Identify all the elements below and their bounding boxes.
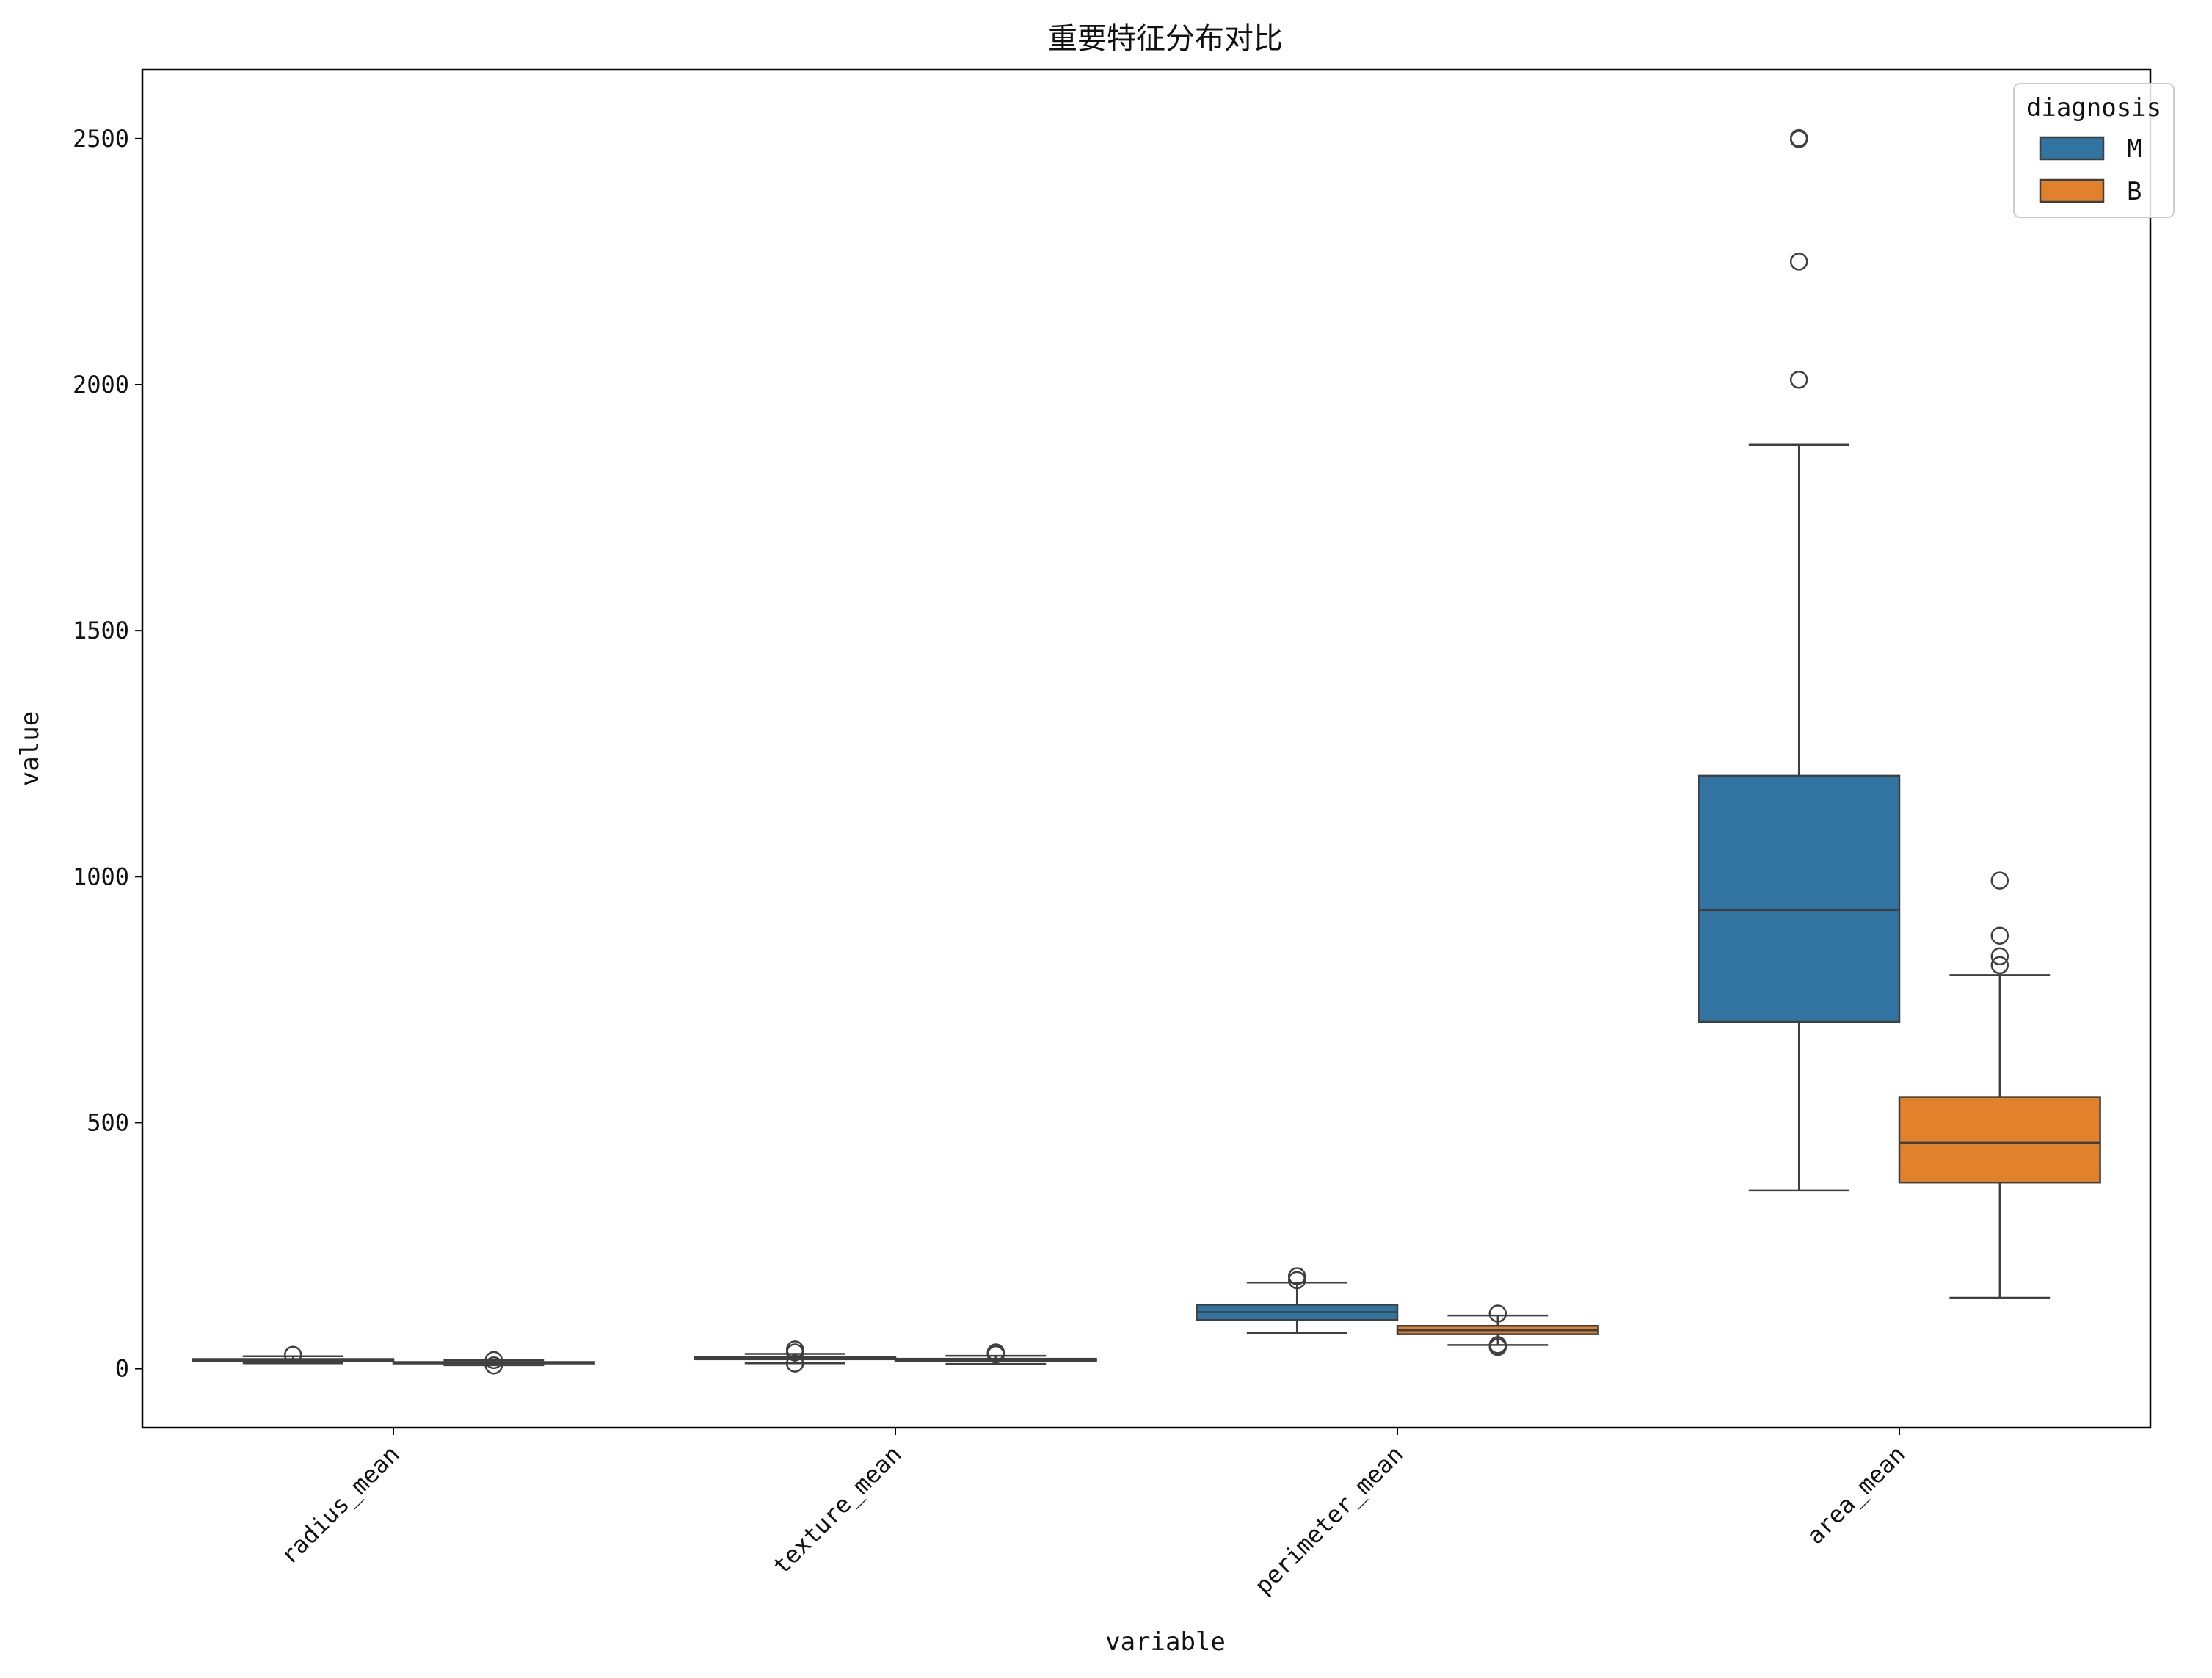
outlier-point — [986, 1343, 1005, 1362]
outlier-point — [1488, 1336, 1507, 1354]
outlier-point — [484, 1356, 503, 1375]
outlier-point — [484, 1351, 503, 1370]
y-tick-label: 1500 — [73, 617, 129, 644]
y-tick-label: 0 — [115, 1355, 129, 1383]
outlier-point — [1990, 956, 2009, 975]
box-m-area_mean — [1698, 128, 1901, 1192]
box-iqr — [1698, 774, 1901, 1023]
y-axis: 0 500 1000 1500 2000 2500 — [73, 125, 142, 1383]
y-axis-label: value — [15, 711, 45, 786]
outlier-point — [1488, 1304, 1507, 1323]
legend-label-m: M — [2127, 134, 2142, 164]
x-tick-label: area_mean — [1801, 1440, 1910, 1550]
outlier-point — [1990, 926, 2009, 945]
x-tick-label: perimeter_mean — [1249, 1440, 1409, 1600]
x-tick-label: texture_mean — [767, 1440, 906, 1580]
plot-frame — [141, 68, 2152, 1429]
outlier-point — [1789, 371, 1808, 389]
outlier-point — [785, 1340, 804, 1359]
outlier-point — [1990, 947, 2009, 966]
x-axis: radius_mean texture_mean perimeter_mean are… — [275, 1428, 1911, 1599]
legend: diagnosis M B — [2013, 83, 2175, 218]
x-axis-label: variable — [1105, 1627, 1226, 1657]
outlier-point — [1990, 871, 2009, 890]
box-m-radius_mean — [192, 1345, 395, 1365]
chart-title: 重要特征分布对比 — [1048, 22, 1283, 56]
y-tick-label: 500 — [87, 1108, 129, 1136]
y-tick-label: 2000 — [73, 371, 129, 399]
box-b-texture_mean — [894, 1343, 1097, 1365]
y-tick-label: 1000 — [73, 862, 129, 890]
outlier-point — [283, 1345, 302, 1365]
legend-label-b: B — [2127, 177, 2142, 206]
x-tick-label: radius_mean — [275, 1440, 405, 1570]
box-m-perimeter_mean — [1196, 1267, 1399, 1334]
box-b-radius_mean — [392, 1351, 595, 1375]
outlier-point — [1789, 128, 1808, 148]
box-iqr — [1898, 1096, 2101, 1184]
legend-title: diagnosis — [2026, 93, 2161, 123]
box-b-area_mean — [1898, 871, 2101, 1299]
outlier-point — [785, 1354, 804, 1373]
box-m-texture_mean — [694, 1340, 897, 1373]
box-b-perimeter_mean — [1396, 1304, 1599, 1356]
legend-swatch-b — [2039, 178, 2105, 203]
plot-marks — [192, 128, 2101, 1375]
outlier-point — [1789, 253, 1808, 271]
y-tick-label: 2500 — [73, 125, 129, 153]
outlier-point — [1287, 1267, 1306, 1285]
legend-swatch-m — [2039, 136, 2105, 161]
